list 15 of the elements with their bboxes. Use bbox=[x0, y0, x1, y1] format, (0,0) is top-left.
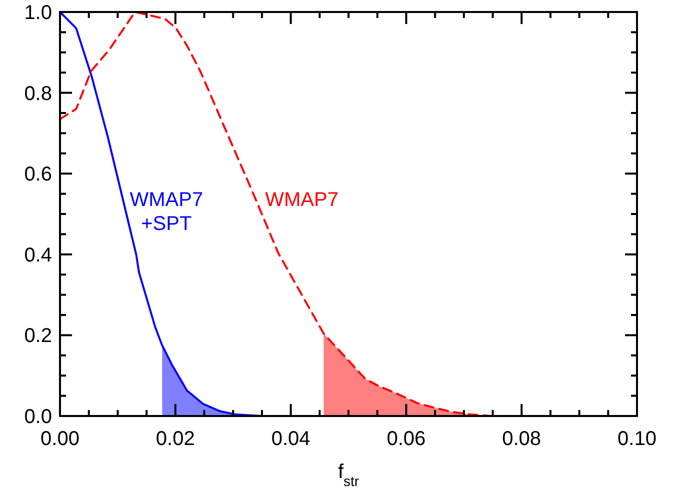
y-tick-label: 0.0 bbox=[24, 406, 52, 428]
y-tick-label: 0.6 bbox=[24, 164, 52, 186]
series-label: WMAP7 +SPT bbox=[130, 189, 204, 235]
x-tick-label: 0.08 bbox=[502, 428, 542, 450]
y-tick-label: 1.0 bbox=[24, 2, 52, 24]
x-tick-label: 0.06 bbox=[386, 428, 426, 450]
series-label: WMAP7 bbox=[265, 189, 338, 211]
y-tick-label: 0.4 bbox=[24, 244, 52, 266]
x-tick-label: 0.02 bbox=[156, 428, 195, 450]
x-tick-label: 0.04 bbox=[271, 428, 310, 450]
y-tick-label: 0.2 bbox=[24, 325, 52, 348]
x-axis-title: f$_{str}$ bbox=[338, 461, 360, 489]
x-tick-label: 0.00 bbox=[40, 428, 80, 450]
x-tick-label: 0.10 bbox=[618, 428, 656, 450]
y-tick-label: 0.8 bbox=[24, 82, 52, 105]
